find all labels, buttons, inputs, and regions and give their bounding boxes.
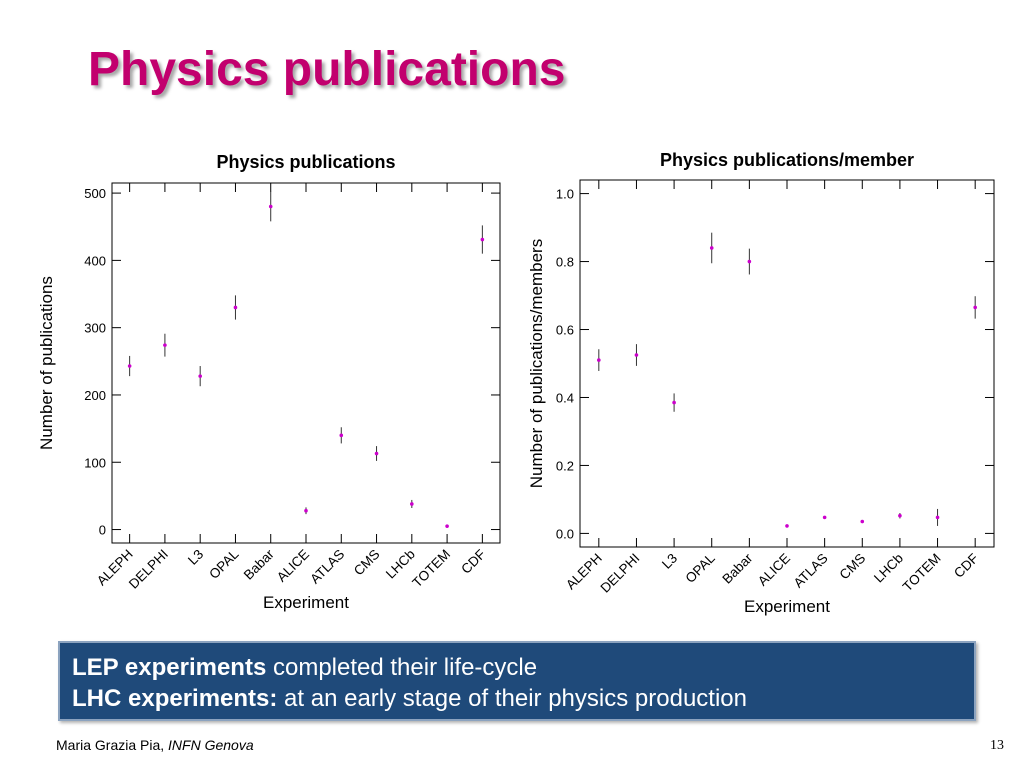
- permember-data-point: [597, 358, 601, 362]
- lep-heading: LEP experiments: [72, 654, 267, 681]
- summary-line-lep: LEP experiments completed their life-cyc…: [72, 652, 962, 683]
- permember-data-point: [785, 524, 789, 528]
- pubs-ytick-label: 400: [84, 253, 106, 268]
- pubs-category-label: L3: [185, 547, 206, 568]
- page-number: 13: [990, 738, 1004, 753]
- permember-data-point: [860, 519, 865, 524]
- permember-data-point: [747, 259, 752, 264]
- permember-data-point: [935, 515, 940, 520]
- author-affiliation: INFN Genova: [168, 737, 254, 753]
- permember-y-axis-label: Number of publications/members: [527, 239, 546, 488]
- permember-data-point: [634, 353, 639, 357]
- lhc-text: at an early stage of their physics produ…: [277, 685, 747, 712]
- permember-data-point: [898, 513, 902, 518]
- pubs-data-point: [304, 508, 308, 513]
- pubs-data-point: [268, 204, 273, 209]
- pubs-data-point: [198, 374, 202, 378]
- pubs-chart-title: Physics publications: [216, 152, 395, 172]
- permember-ytick-label: 1.0: [556, 187, 574, 202]
- pubs-x-axis-label: Experiment: [263, 593, 349, 612]
- pubs-y-axis-label: Number of publications: [37, 276, 56, 450]
- chart-publications: Physics publications 0 100 200 300 400 500 Numb…: [30, 140, 510, 620]
- summary-line-lhc: LHC experiments: at an early stage of th…: [72, 683, 962, 714]
- chart-publications-per-member: Physics publications/member 0.0 0.2 0.4 0.6 0…: [518, 140, 1008, 620]
- pubs-category-label: ATLAS: [307, 547, 347, 587]
- pubs-ytick-label: 300: [84, 321, 106, 336]
- permember-category-label: CMS: [837, 551, 869, 583]
- pubs-category-label: OPAL: [206, 546, 242, 582]
- pubs-data-point: [374, 451, 379, 456]
- summary-box: LEP experiments completed their life-cyc…: [58, 641, 976, 721]
- permember-ytick-label: 0.2: [556, 458, 574, 473]
- author-name: Maria Grazia Pia,: [56, 737, 169, 753]
- pubs-category-label: CDF: [458, 547, 488, 577]
- pubs-category-label: Babar: [241, 546, 277, 582]
- pubs-plot-frame: [111, 182, 501, 544]
- pubs-data-point: [127, 364, 132, 368]
- permember-category-label: DELPHI: [597, 551, 642, 596]
- slide-title: Physics publications: [88, 43, 566, 96]
- permember-ytick-label: 0.6: [556, 323, 574, 338]
- lhc-heading: LHC experiments:: [72, 685, 278, 712]
- pubs-category-label: ALICE: [274, 547, 312, 585]
- permember-ytick-label: 0.0: [556, 526, 574, 541]
- pubs-ytick-label: 200: [84, 388, 106, 403]
- permember-ytick-label: 0.8: [556, 255, 574, 270]
- permember-category-label: L3: [659, 551, 680, 572]
- permember-plot-frame: [579, 179, 995, 548]
- permember-ytick-label: 0.4: [556, 390, 574, 405]
- pubs-category-label: TOTEM: [409, 547, 453, 591]
- permember-category-label: OPAL: [682, 550, 718, 586]
- permember-data-point: [822, 515, 827, 520]
- pubs-ytick-label: 500: [84, 186, 106, 201]
- pubs-data-point: [480, 237, 485, 242]
- footer-author: Maria Grazia Pia, INFN Genova: [56, 737, 254, 753]
- permember-data-point: [709, 246, 714, 250]
- pubs-ytick-label: 100: [84, 455, 106, 470]
- pubs-ytick-label: 0: [99, 523, 106, 538]
- pubs-data-point: [233, 305, 238, 310]
- lep-text: completed their life-cycle: [266, 654, 538, 681]
- permember-chart-title: Physics publications/member: [660, 150, 914, 170]
- pubs-data-point: [339, 433, 344, 438]
- pubs-category-label: CMS: [351, 547, 383, 579]
- permember-data-point: [672, 400, 676, 405]
- permember-category-label: ALICE: [755, 551, 793, 589]
- pubs-data-point: [163, 343, 167, 347]
- pubs-data-point: [410, 502, 414, 506]
- permember-category-label: TOTEM: [900, 551, 944, 595]
- permember-x-axis-label: Experiment: [744, 597, 830, 616]
- pubs-category-label: DELPHI: [126, 547, 171, 592]
- permember-category-label: ATLAS: [791, 551, 831, 591]
- permember-data-point: [973, 305, 977, 310]
- permember-category-label: CDF: [951, 551, 981, 581]
- permember-category-label: Babar: [719, 550, 755, 586]
- permember-category-label: LHCb: [871, 551, 906, 586]
- pubs-data-point: [445, 524, 449, 528]
